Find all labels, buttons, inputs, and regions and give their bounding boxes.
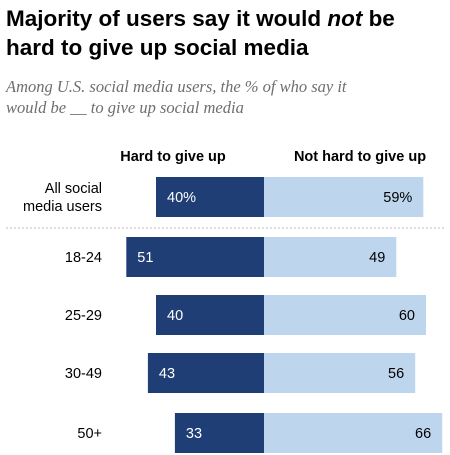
value-label-not-hard-2: 60 <box>399 308 415 324</box>
legend-not-hard: Not hard to give up <box>294 149 426 165</box>
bar-hard-4 <box>174 413 264 453</box>
subtitle-line2: would be __ to give up social media <box>6 98 244 117</box>
bar-hard-3 <box>147 353 264 393</box>
bars-group: 40% 59% All social media users 51 49 18-24 40 60… <box>23 177 443 453</box>
title-line1-a: Majority of users say it would <box>6 6 328 31</box>
chart-title: Majority of users say it would not be ha… <box>6 4 446 62</box>
category-label-3: 30-49 <box>65 366 102 382</box>
bar-hard-0 <box>156 177 264 217</box>
value-label-hard-2: 40 <box>167 308 183 324</box>
value-label-hard-0: 40% <box>167 190 196 206</box>
bar-hard-2 <box>156 295 264 335</box>
category-label-0: All social media users <box>23 181 102 215</box>
value-label-hard-3: 43 <box>159 366 175 382</box>
title-line2: hard to give up social media <box>6 35 309 60</box>
category-label-4: 50+ <box>77 426 102 442</box>
category-label-1: 18-24 <box>65 250 102 266</box>
subtitle-line1: Among U.S. social media users, the % of … <box>6 77 347 96</box>
value-label-hard-1: 51 <box>137 250 153 266</box>
value-label-hard-4: 33 <box>186 426 202 442</box>
bar-not-hard-0 <box>264 177 424 217</box>
bar-not-hard-2 <box>264 295 426 335</box>
category-label-2: 25-29 <box>65 308 102 324</box>
value-label-not-hard-0: 59% <box>383 190 412 206</box>
chart-subtitle: Among U.S. social media users, the % of … <box>6 76 446 118</box>
value-label-not-hard-4: 66 <box>415 426 431 442</box>
value-label-not-hard-3: 56 <box>388 366 404 382</box>
bar-not-hard-4 <box>264 413 443 453</box>
bar-hard-1 <box>126 237 264 277</box>
legend-hard: Hard to give up <box>120 149 226 165</box>
bar-not-hard-1 <box>264 237 397 277</box>
value-label-not-hard-1: 49 <box>369 250 385 266</box>
title-emphasis: not <box>327 6 363 31</box>
bar-not-hard-3 <box>264 353 416 393</box>
title-line1-b: be <box>362 6 395 31</box>
